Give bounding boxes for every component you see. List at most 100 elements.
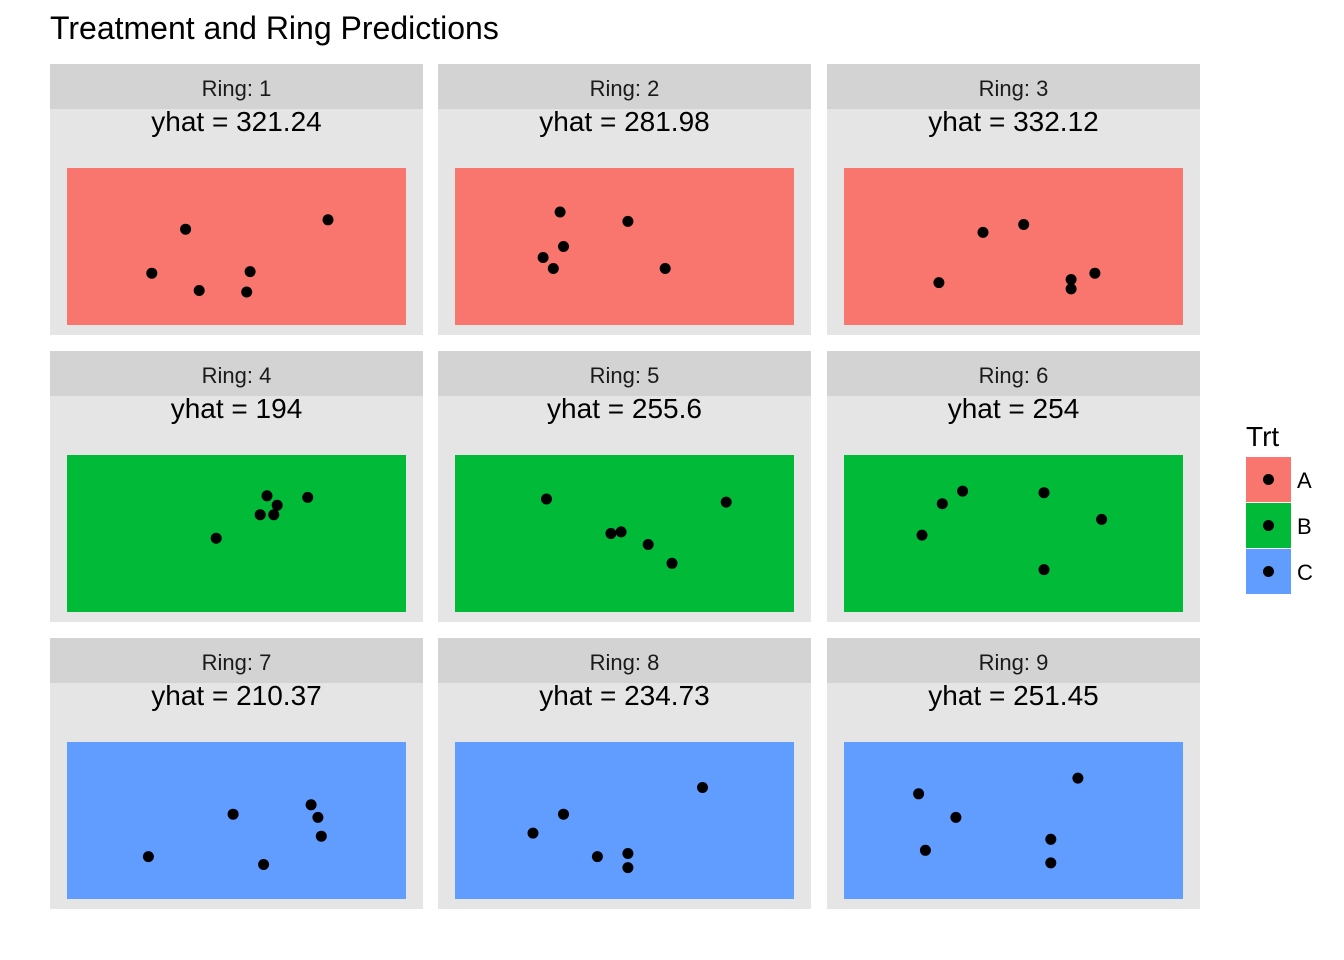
data-point — [302, 491, 314, 503]
facet-strip — [50, 351, 423, 396]
yhat-label: yhat = 254 — [948, 393, 1080, 424]
legend-label: B — [1297, 514, 1312, 539]
legend-item-A: A — [1246, 457, 1312, 502]
facet-strip-label: Ring: 5 — [590, 363, 660, 388]
facet-panel-ring-5: Ring: 5 yhat = 255.6 — [438, 351, 811, 622]
treatment-fill-C — [67, 742, 406, 899]
legend-title: Trt — [1246, 421, 1279, 452]
yhat-label: yhat = 194 — [171, 393, 303, 424]
facet-panel-ring-4: Ring: 4 yhat = 194 — [50, 351, 423, 622]
yhat-label: yhat = 210.37 — [151, 680, 321, 711]
data-point — [666, 557, 678, 569]
legend-label: A — [1297, 468, 1312, 493]
facet-strip — [50, 64, 423, 109]
facet-panels: Ring: 1 yhat = 321.24 Ring: 2 yhat = 281.98… — [50, 64, 1200, 909]
data-point — [305, 799, 317, 811]
treatment-fill-C — [844, 742, 1183, 899]
data-point — [615, 526, 627, 538]
treatment-fill-B — [67, 455, 406, 612]
data-point — [547, 263, 559, 274]
data-point — [244, 266, 256, 278]
yhat-label: yhat = 332.12 — [928, 106, 1098, 137]
yhat-label: yhat = 281.98 — [539, 106, 709, 137]
facet-panel-ring-8: Ring: 8 yhat = 234.73 — [438, 638, 811, 909]
data-point — [241, 286, 253, 298]
data-point — [312, 811, 324, 823]
facet-panel-ring-1: Ring: 1 yhat = 321.24 — [50, 64, 423, 335]
data-point — [1018, 219, 1030, 230]
data-point — [642, 539, 654, 550]
treatment-fill-A — [844, 168, 1183, 325]
data-point — [622, 862, 634, 874]
data-point — [659, 263, 671, 274]
data-point — [322, 214, 334, 226]
data-point — [541, 493, 552, 505]
legend-key-point — [1263, 474, 1274, 485]
yhat-label: yhat = 251.45 — [928, 680, 1098, 711]
data-point — [258, 859, 270, 870]
treatment-fill-A — [455, 168, 794, 325]
data-point — [271, 499, 283, 511]
facet-strip-label: Ring: 3 — [979, 76, 1049, 101]
data-point — [1072, 772, 1084, 784]
data-point — [315, 830, 327, 842]
yhat-label: yhat = 255.6 — [547, 393, 702, 424]
data-point — [936, 498, 948, 510]
data-point — [720, 496, 732, 508]
facet-panel-ring-2: Ring: 2 yhat = 281.98 — [438, 64, 811, 335]
treatment-fill-A — [67, 168, 406, 325]
facet-strip-label: Ring: 1 — [202, 76, 272, 101]
legend-item-C: C — [1246, 549, 1313, 594]
data-point — [254, 509, 266, 521]
data-point — [210, 532, 222, 544]
legend-label: C — [1297, 560, 1313, 585]
chart-title: Treatment and Ring Predictions — [50, 10, 499, 46]
facet-strip-label: Ring: 2 — [590, 76, 660, 101]
data-point — [558, 808, 569, 820]
data-point — [957, 485, 969, 497]
data-point — [193, 285, 205, 296]
facet-strip-label: Ring: 4 — [202, 363, 272, 388]
facet-strip-label: Ring: 7 — [202, 650, 272, 675]
data-point — [146, 267, 158, 279]
treatment-fill-C — [455, 742, 794, 899]
data-point — [180, 223, 192, 235]
data-point — [950, 811, 962, 823]
data-point — [1065, 274, 1077, 285]
data-point — [933, 277, 945, 289]
data-point — [1045, 857, 1057, 869]
data-point — [537, 252, 549, 263]
data-point — [1038, 564, 1050, 576]
facet-strip — [50, 638, 423, 683]
data-point — [916, 529, 928, 541]
yhat-label: yhat = 234.73 — [539, 680, 709, 711]
facet-panel-ring-6: Ring: 6 yhat = 254 — [827, 351, 1200, 622]
data-point — [1045, 833, 1057, 845]
facet-panel-ring-3: Ring: 3 yhat = 332.12 — [827, 64, 1200, 335]
yhat-label: yhat = 321.24 — [151, 106, 321, 137]
data-point — [1065, 283, 1077, 295]
data-point — [591, 851, 603, 863]
facet-strip-label: Ring: 6 — [979, 363, 1049, 388]
facet-strip-label: Ring: 9 — [979, 650, 1049, 675]
data-point — [605, 528, 617, 539]
legend: Trt ABC — [1246, 421, 1313, 594]
data-point — [527, 827, 539, 839]
data-point — [622, 215, 634, 227]
data-point — [554, 206, 566, 218]
data-point — [913, 788, 925, 800]
data-point — [622, 848, 634, 859]
data-point — [227, 808, 239, 820]
legend-key-point — [1263, 520, 1274, 531]
treatment-fill-B — [844, 455, 1183, 612]
facet-strip — [827, 638, 1200, 683]
data-point — [919, 844, 931, 856]
data-point — [1096, 513, 1108, 525]
data-point — [558, 241, 569, 252]
facet-strip — [438, 638, 811, 683]
data-point — [697, 782, 708, 793]
facet-panel-ring-9: Ring: 9 yhat = 251.45 — [827, 638, 1200, 909]
data-point — [1038, 487, 1050, 499]
data-point — [977, 226, 989, 238]
